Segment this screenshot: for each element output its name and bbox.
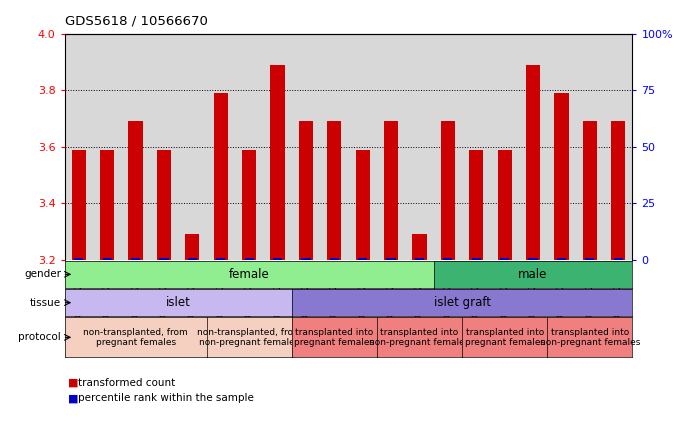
Text: gender: gender	[24, 269, 61, 279]
Bar	[327, 121, 341, 260]
Bar	[443, 258, 452, 260]
Bar	[245, 258, 254, 260]
Bar	[71, 150, 86, 260]
Text: non-transplanted, from
pregnant females: non-transplanted, from pregnant females	[83, 328, 188, 347]
Bar	[434, 34, 462, 260]
Bar	[185, 234, 199, 260]
Text: tissue: tissue	[30, 298, 61, 308]
Bar	[93, 34, 121, 260]
Text: ■: ■	[68, 393, 78, 404]
Bar	[207, 34, 235, 260]
Text: female: female	[228, 268, 269, 281]
Bar	[358, 258, 367, 260]
Bar	[121, 34, 150, 260]
Bar	[74, 258, 84, 260]
Text: transplanted into
pregnant females: transplanted into pregnant females	[464, 328, 545, 347]
Text: transplanted into
non-pregnant females: transplanted into non-pregnant females	[369, 328, 470, 347]
Bar	[441, 121, 455, 260]
Bar	[528, 258, 538, 260]
Bar	[129, 121, 143, 260]
Bar	[216, 258, 225, 260]
Bar	[292, 34, 320, 260]
Text: islet graft: islet graft	[434, 296, 490, 309]
Text: ■: ■	[68, 378, 78, 388]
Bar	[157, 150, 171, 260]
Bar	[273, 258, 282, 260]
Bar	[242, 150, 256, 260]
Bar	[519, 34, 547, 260]
Bar	[65, 34, 93, 260]
Bar	[604, 34, 632, 260]
Bar	[320, 34, 348, 260]
Bar	[405, 34, 434, 260]
Bar	[583, 121, 597, 260]
Text: protocol: protocol	[18, 332, 61, 342]
Bar	[299, 121, 313, 260]
Bar	[526, 65, 540, 260]
Bar	[386, 258, 396, 260]
Bar	[188, 258, 197, 260]
Bar	[159, 258, 169, 260]
Bar	[611, 121, 626, 260]
Bar	[415, 258, 424, 260]
Bar	[178, 34, 207, 260]
Text: GDS5618 / 10566670: GDS5618 / 10566670	[65, 15, 207, 28]
Bar	[490, 34, 519, 260]
Text: islet: islet	[166, 296, 190, 309]
Bar	[235, 34, 263, 260]
Bar	[100, 150, 114, 260]
Bar	[263, 34, 292, 260]
Text: transplanted into
pregnant females: transplanted into pregnant females	[294, 328, 375, 347]
Bar	[150, 34, 178, 260]
Bar	[131, 258, 140, 260]
Bar	[356, 150, 370, 260]
Bar	[498, 150, 512, 260]
Bar	[469, 150, 483, 260]
Text: transformed count: transformed count	[78, 378, 175, 388]
Bar	[547, 34, 575, 260]
Bar	[575, 34, 604, 260]
Text: male: male	[518, 268, 547, 281]
Bar	[348, 34, 377, 260]
Bar	[384, 121, 398, 260]
Bar	[585, 258, 594, 260]
Bar	[462, 34, 490, 260]
Bar	[103, 258, 112, 260]
Bar	[301, 258, 311, 260]
Text: percentile rank within the sample: percentile rank within the sample	[78, 393, 254, 404]
Bar	[412, 234, 426, 260]
Text: transplanted into
non-pregnant females: transplanted into non-pregnant females	[540, 328, 640, 347]
Bar	[557, 258, 566, 260]
Text: non-transplanted, from
non-pregnant females: non-transplanted, from non-pregnant fema…	[197, 328, 301, 347]
Bar	[271, 65, 285, 260]
Bar	[472, 258, 481, 260]
Bar	[214, 93, 228, 260]
Bar	[330, 258, 339, 260]
Bar	[613, 258, 623, 260]
Bar	[500, 258, 509, 260]
Bar	[554, 93, 568, 260]
Bar	[377, 34, 405, 260]
